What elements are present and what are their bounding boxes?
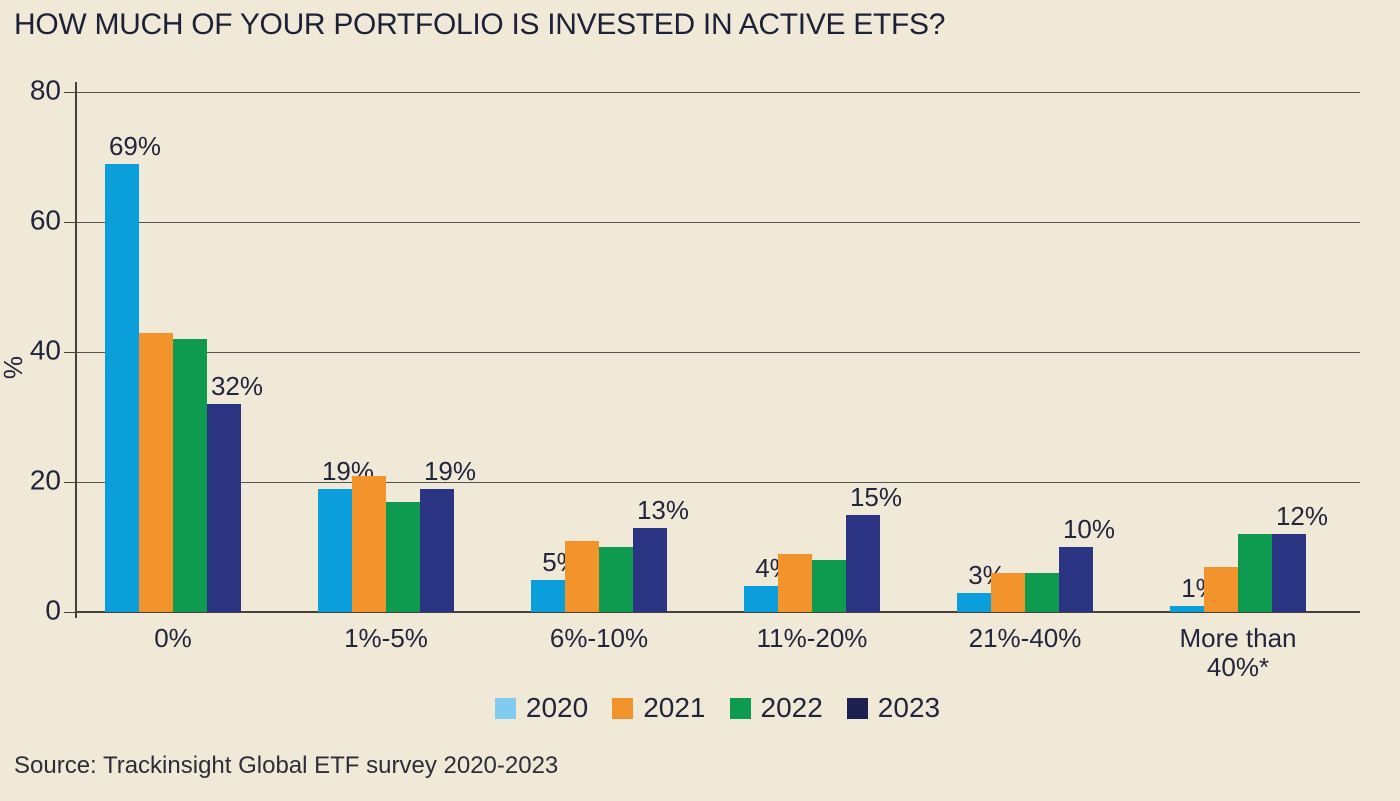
legend-swatch-2021 — [612, 697, 634, 719]
x-category-label: 6%-10% — [549, 623, 649, 653]
bar-2021-21%-40% — [991, 573, 1025, 612]
bar-2023-1%-5% — [420, 488, 454, 612]
x-category-label: 0% — [154, 623, 192, 653]
data-label-2023-0%: 32% — [210, 371, 264, 401]
bar-2022-11%-20% — [812, 560, 846, 612]
bar-2021-More than 40%* — [1204, 566, 1238, 612]
x-category-label: 21%-40% — [968, 623, 1082, 653]
bar-2022-0% — [173, 339, 207, 612]
x-category-label: 1%-5% — [344, 623, 428, 653]
legend-item-2022: 2022 — [729, 692, 823, 724]
bar-2020-0% — [105, 163, 139, 612]
plot-area: 0 20 40 60 80 69% 32% 0% 19% 19% 1%-5% 5% 13% 6%-10% 4… — [30, 75, 1360, 682]
source-note: Source: Trackinsight Global ETF survey 2… — [14, 752, 559, 779]
bar-2020-11%-20% — [744, 586, 778, 612]
legend-swatch-2022 — [729, 697, 751, 719]
legend-item-2021: 2021 — [612, 692, 706, 724]
legend-swatch-2020 — [494, 697, 516, 719]
legend-item-2020: 2020 — [494, 692, 589, 724]
y-tickmark-60 — [64, 222, 75, 223]
y-tick-label-20: 20 — [29, 464, 61, 496]
y-tick-label-80: 80 — [29, 74, 61, 106]
bar-2021-0% — [139, 332, 173, 612]
bar-2021-11%-20% — [778, 553, 812, 612]
data-label-2023-6%-10%: 13% — [636, 494, 690, 525]
y-tickmark-40 — [64, 352, 75, 353]
legend-label-2021: 2021 — [643, 692, 706, 723]
y-tickmark-80 — [64, 92, 75, 93]
bar-2020-1%-5% — [318, 488, 352, 612]
bar-2023-0% — [207, 404, 241, 612]
x-category-label: More than 40%* — [1179, 623, 1297, 683]
bar-2020-6%-10% — [531, 579, 565, 612]
legend-swatch-2023 — [846, 697, 868, 719]
data-label-2020-0%: 69% — [108, 130, 162, 161]
y-tickmark-20 — [64, 482, 75, 483]
bar-2022-1%-5% — [386, 501, 420, 612]
data-label-2023-More than 40%*: 12% — [1275, 501, 1329, 531]
gridline-60 — [75, 222, 1360, 223]
data-label-2023-11%-20%: 15% — [849, 481, 903, 512]
gridline-80 — [75, 92, 1360, 93]
bar-2023-More than 40%* — [1272, 534, 1306, 612]
bar-2020-More than 40%* — [1170, 605, 1204, 612]
legend-item-2023: 2023 — [846, 692, 941, 724]
data-label-2023-21%-40%: 10% — [1062, 514, 1116, 544]
y-tick-label-60: 60 — [29, 204, 61, 236]
x-category-label: 11%-20% — [756, 623, 868, 653]
y-tick-label-0: 0 — [45, 594, 61, 626]
legend-label-2023: 2023 — [877, 692, 941, 723]
bar-2023-21%-40% — [1059, 547, 1093, 612]
bar-2023-6%-10% — [633, 527, 667, 612]
legend-label-2020: 2020 — [525, 692, 589, 723]
gridline-40 — [75, 352, 1360, 353]
y-tick-label-40: 40 — [29, 334, 61, 366]
legend: 2020 2021 2022 2023 — [75, 692, 1360, 724]
bar-2022-More than 40%* — [1238, 534, 1272, 612]
bar-2021-6%-10% — [565, 540, 599, 612]
bar-2022-6%-10% — [599, 547, 633, 612]
bar-2022-21%-40% — [1025, 573, 1059, 612]
bar-2020-21%-40% — [957, 592, 991, 612]
chart-title: HOW MUCH OF YOUR PORTFOLIO IS INVESTED I… — [14, 8, 946, 41]
gridline-20 — [75, 482, 1360, 483]
gridline-0 — [75, 611, 1360, 613]
y-tickmark-0 — [64, 612, 75, 613]
legend-label-2022: 2022 — [760, 692, 823, 723]
bar-2023-11%-20% — [846, 514, 880, 612]
bar-2021-1%-5% — [352, 475, 386, 612]
y-axis-line — [75, 82, 77, 618]
data-label-2023-1%-5%: 19% — [423, 455, 477, 486]
